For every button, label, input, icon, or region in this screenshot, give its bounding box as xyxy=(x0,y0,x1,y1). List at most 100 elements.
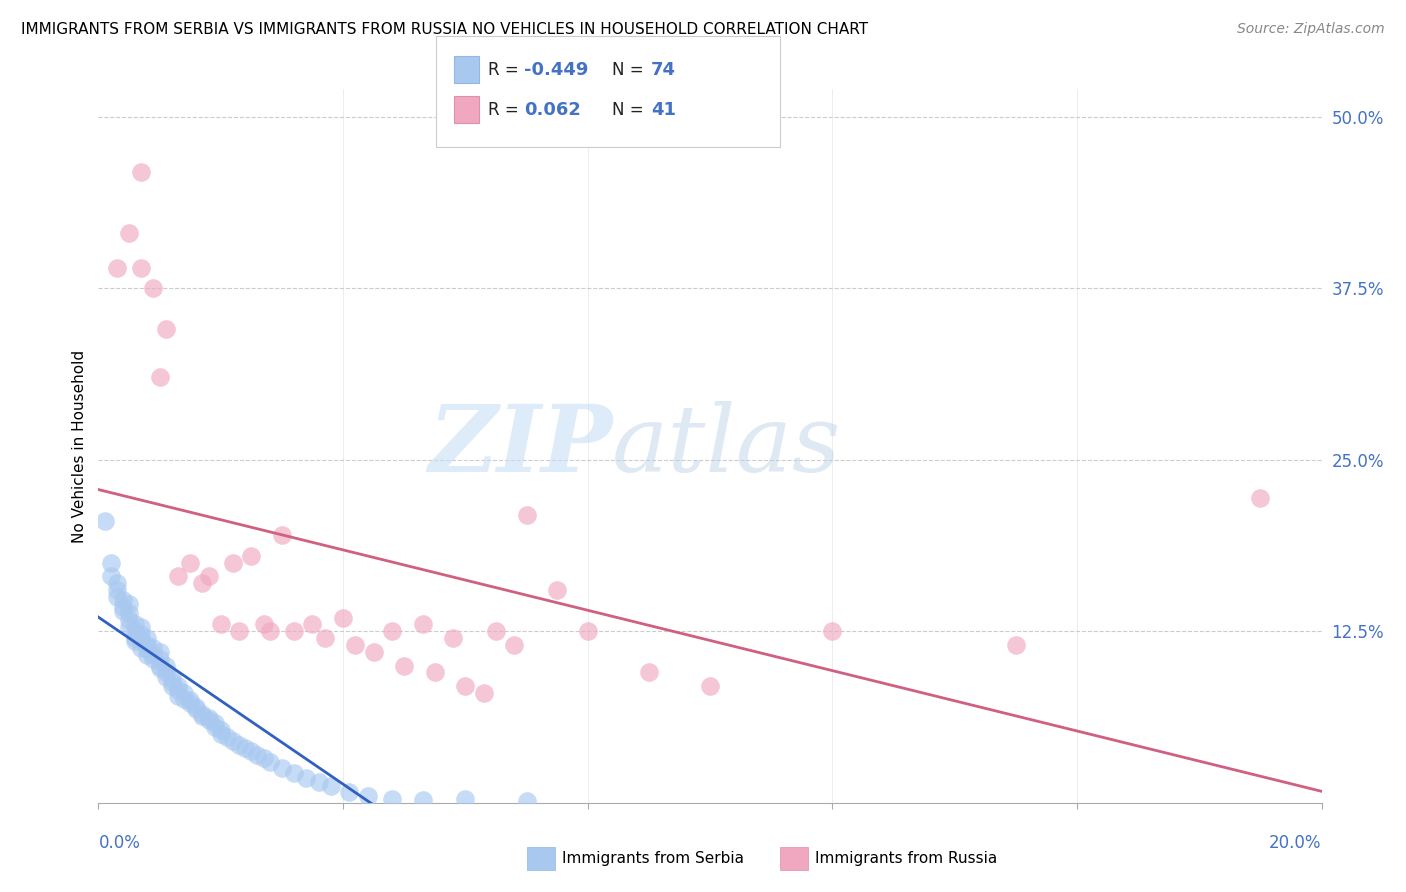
Point xyxy=(167,679,190,693)
Point xyxy=(546,583,568,598)
Point xyxy=(129,164,152,178)
Point xyxy=(105,583,128,598)
Text: -0.449: -0.449 xyxy=(524,61,589,78)
Point xyxy=(356,789,378,803)
Point xyxy=(222,556,245,570)
Point xyxy=(270,762,292,776)
Text: 0.0%: 0.0% xyxy=(98,834,141,852)
Point xyxy=(301,617,323,632)
Point xyxy=(167,683,190,698)
Text: 74: 74 xyxy=(651,61,676,78)
Point xyxy=(149,658,172,673)
Text: ZIP: ZIP xyxy=(427,401,612,491)
Point xyxy=(197,711,219,725)
Point xyxy=(197,714,219,728)
Point xyxy=(186,699,208,714)
Point xyxy=(124,617,146,632)
Point xyxy=(160,669,183,683)
Point xyxy=(392,658,416,673)
Point xyxy=(179,556,201,570)
Point xyxy=(149,645,172,659)
Text: N =: N = xyxy=(612,101,648,119)
Point xyxy=(142,281,165,295)
Point xyxy=(173,691,195,706)
Point xyxy=(240,549,263,563)
Point xyxy=(118,620,141,634)
Point xyxy=(186,702,208,716)
Point xyxy=(503,638,526,652)
Point xyxy=(576,624,599,639)
Point xyxy=(381,791,404,805)
Point xyxy=(259,755,281,769)
Point xyxy=(1004,638,1026,652)
Point xyxy=(129,633,152,648)
Point xyxy=(124,631,146,645)
Point xyxy=(118,597,141,611)
Point xyxy=(412,617,434,632)
Point xyxy=(118,607,141,621)
Point xyxy=(149,370,172,384)
Point xyxy=(142,640,165,655)
Point xyxy=(100,556,122,570)
Point xyxy=(105,576,128,591)
Point xyxy=(332,610,354,624)
Point xyxy=(516,508,538,522)
Point xyxy=(111,599,134,614)
Point xyxy=(240,744,263,758)
Point xyxy=(179,696,201,710)
Point xyxy=(149,651,172,665)
Point xyxy=(173,686,195,700)
Point xyxy=(270,528,292,542)
Point xyxy=(259,624,281,639)
Point xyxy=(516,794,538,808)
Point xyxy=(118,227,141,241)
Point xyxy=(191,576,214,591)
Text: Source: ZipAtlas.com: Source: ZipAtlas.com xyxy=(1237,22,1385,37)
Text: R =: R = xyxy=(488,61,524,78)
Text: R =: R = xyxy=(488,101,524,119)
Point xyxy=(283,624,305,639)
Point xyxy=(472,686,495,700)
Point xyxy=(454,791,477,805)
Point xyxy=(105,260,128,275)
Point xyxy=(191,709,214,723)
Text: N =: N = xyxy=(612,61,648,78)
Point xyxy=(209,723,232,737)
Point xyxy=(215,730,238,744)
Point xyxy=(167,569,190,583)
Point xyxy=(295,771,318,785)
Text: 41: 41 xyxy=(651,101,676,119)
Point xyxy=(155,665,177,680)
Point xyxy=(105,590,128,604)
Point xyxy=(124,624,146,639)
Point xyxy=(136,638,159,652)
Point xyxy=(93,515,115,529)
Point xyxy=(381,624,404,639)
Point xyxy=(252,750,274,764)
Point xyxy=(209,617,232,632)
Text: 0.062: 0.062 xyxy=(524,101,581,119)
Point xyxy=(454,679,477,693)
Point xyxy=(1249,491,1271,505)
Point xyxy=(129,640,152,655)
Point xyxy=(160,679,183,693)
Point xyxy=(136,631,159,645)
Text: Immigrants from Russia: Immigrants from Russia xyxy=(815,851,998,865)
Point xyxy=(228,738,250,752)
Point xyxy=(118,613,141,627)
Point xyxy=(821,624,844,639)
Point xyxy=(337,785,360,799)
Point xyxy=(204,716,226,731)
Text: Immigrants from Serbia: Immigrants from Serbia xyxy=(562,851,744,865)
Text: atlas: atlas xyxy=(612,401,842,491)
Point xyxy=(111,604,134,618)
Point xyxy=(246,747,269,762)
Point xyxy=(252,617,274,632)
Point xyxy=(412,793,434,807)
Point xyxy=(100,569,122,583)
Point xyxy=(155,322,177,336)
Text: 20.0%: 20.0% xyxy=(1270,834,1322,852)
Point xyxy=(191,706,214,721)
Point xyxy=(155,669,177,683)
Point xyxy=(197,569,219,583)
